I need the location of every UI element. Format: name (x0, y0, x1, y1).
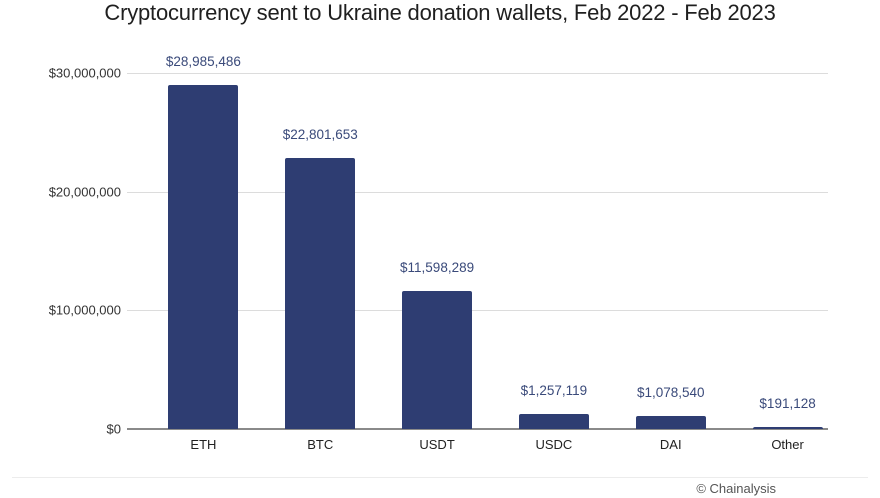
x-tick-label: USDT (419, 437, 455, 452)
y-tick-label: $20,000,000 (48, 184, 121, 200)
gridline (127, 191, 828, 193)
bar-usdt (402, 291, 473, 429)
bar-btc (285, 158, 356, 429)
bar-eth (168, 85, 239, 429)
bar-dai (635, 416, 706, 429)
x-tick-label: Other (771, 437, 804, 452)
x-tick-label: ETH (190, 437, 217, 452)
gridline (127, 73, 828, 74)
y-tick-label: $10,000,000 (48, 302, 121, 318)
y-tick-label: $0 (106, 421, 121, 437)
data-label: $28,985,486 (165, 54, 241, 70)
x-tick-label: USDC (535, 437, 573, 452)
footer-divider (12, 477, 868, 478)
data-label: $191,128 (759, 395, 816, 411)
bar-usdc (518, 414, 589, 429)
x-axis-line (127, 428, 828, 430)
x-tick-label: DAI (659, 437, 682, 452)
x-tick-label: BTC (307, 437, 334, 452)
data-label: $11,598,289 (400, 260, 475, 276)
y-tick-label: $30,000,000 (48, 65, 121, 81)
bar-other (752, 426, 823, 429)
gridline (127, 310, 828, 312)
data-label: $1,078,540 (636, 385, 705, 401)
data-label: $22,801,653 (282, 127, 358, 143)
data-label: $1,257,119 (520, 383, 588, 399)
chart-title: Cryptocurrency sent to Ukraine donation … (104, 0, 776, 25)
plot-area (127, 73, 828, 430)
source-credit: © Chainalysis (696, 481, 776, 496)
